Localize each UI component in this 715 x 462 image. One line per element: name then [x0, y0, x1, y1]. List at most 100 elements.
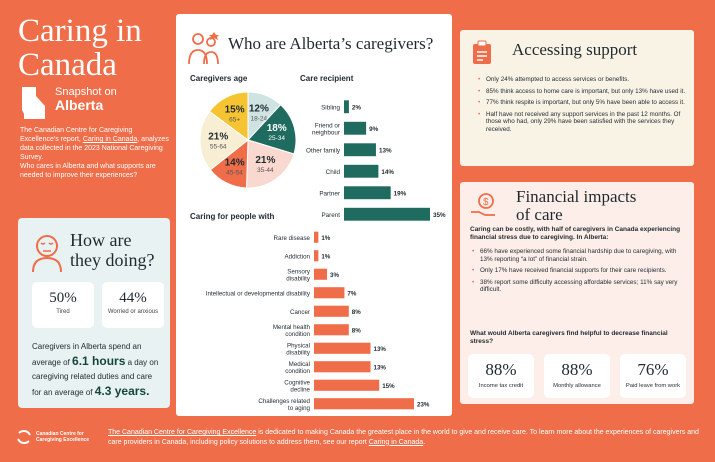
- bar-value-label: 9%: [369, 126, 379, 133]
- bar-category-label: neighbour: [312, 129, 340, 136]
- pie-category-label: 45-54: [226, 170, 243, 177]
- org-link[interactable]: The Canadian Centre for Caregiving Excel…: [108, 429, 257, 436]
- tired-person-icon: [32, 235, 62, 272]
- bar-value-label: 1%: [321, 235, 330, 242]
- financial-intro: Caring can be costly, with half of careg…: [470, 226, 681, 241]
- bar-value-label: 3%: [330, 272, 339, 279]
- bar-Other family: [344, 143, 376, 157]
- bar-Physical disability: [314, 342, 371, 354]
- list-item: 85% think access to home care is importa…: [478, 88, 688, 96]
- pie-category-label: 35-44: [257, 167, 274, 174]
- stat-label: Monthly allowance: [553, 383, 601, 389]
- stat-value: 88%: [485, 360, 517, 379]
- footer-text-1: is dedicated to making Canada the greate…: [108, 429, 699, 446]
- bar-Friend or neighbour: [344, 121, 367, 135]
- stat-value: 50%: [49, 290, 77, 306]
- bar-value-label: 13%: [374, 346, 387, 353]
- bar-Addiction: [314, 250, 319, 262]
- financial-title: Financial impacts of care: [516, 188, 636, 224]
- footer-text-2: .: [423, 438, 426, 446]
- pie-slice-55-64: [199, 110, 249, 171]
- intro-part-2: , analyzes data collected in the 2023 Na…: [20, 136, 169, 161]
- pie-category-label: 55-64: [210, 143, 227, 150]
- province-name: Alberta: [55, 97, 104, 113]
- bar-value-label: 15%: [382, 383, 395, 390]
- bar-category-label: Intellectual or developmental disability: [206, 290, 311, 297]
- pie-value-label: 21%: [255, 155, 275, 166]
- bar-Intellectual or developmental disability: [314, 287, 345, 299]
- pie-value-label: 18%: [267, 123, 287, 134]
- bar-Child: [344, 164, 379, 178]
- list-item: 77% think respite is important, but only…: [478, 99, 688, 107]
- how-summary-text: Caregivers in Alberta spend an average o…: [32, 340, 162, 400]
- stat-value: 76%: [637, 360, 669, 379]
- financial-impacts-panel: $ Financial impacts of care Caring can b…: [460, 182, 694, 404]
- pie-value-label: 12%: [249, 103, 269, 114]
- ccce-logo-icon: [17, 430, 31, 444]
- money-hand-icon: $: [471, 193, 495, 216]
- bar-category-label: Partner: [319, 190, 340, 197]
- bar-category-label: Child: [326, 169, 341, 176]
- list-item: Only 24% attempted to access services or…: [478, 76, 688, 84]
- snapshot-label: Snapshot on Alberta: [55, 86, 117, 112]
- monthly-allowance-stat: 88% Monthly allowance: [544, 354, 610, 398]
- bar-value-label: 1%: [321, 253, 330, 260]
- bar-value-label: 19%: [394, 190, 407, 197]
- who-title: Who are Alberta’s caregivers?: [228, 34, 434, 53]
- intro-text: The Canadian Centre for Caregiving Excel…: [20, 126, 170, 180]
- bar-Medical condition: [314, 361, 371, 373]
- financial-question: What would Alberta caregivers find helpf…: [470, 330, 668, 345]
- list-item: 38% report some difficulty accessing aff…: [472, 279, 686, 294]
- fin-title-line-1: Financial impacts: [516, 187, 637, 206]
- recipient-heading: Care recipient: [300, 74, 354, 83]
- list-item: Half have not received any support servi…: [478, 111, 688, 134]
- pie-value-label: 21%: [208, 131, 228, 142]
- stat-label: Paid leave from work: [625, 383, 681, 389]
- bar-Sensory disability: [314, 268, 328, 280]
- worried-stat: 44% Worried or anxious: [102, 282, 164, 328]
- footer-text: The Canadian Centre for Caregiving Excel…: [108, 428, 706, 447]
- tired-stat: 50% Tired: [32, 282, 94, 328]
- pie-slice-35-44: [245, 139, 295, 189]
- conditions-bar-chart: Rare disease 1%Addiction 1%Sensorydisabili…: [206, 231, 430, 412]
- age-heading: Caregivers age: [190, 74, 248, 83]
- bar-category-label: Parent: [321, 212, 340, 219]
- bar-Sibling: [344, 100, 349, 114]
- bar-Parent: [344, 207, 430, 221]
- svg-text:$: $: [483, 197, 489, 208]
- pie-value-label: 14%: [225, 158, 245, 169]
- bar-category-label: Sibling: [321, 104, 340, 111]
- hours-value: 6.1 hours: [72, 354, 126, 368]
- bar-value-label: 23%: [417, 401, 430, 408]
- how-title-line-2: they doing?: [70, 250, 155, 270]
- tax-credit-stat: 88% Income tax credit: [468, 354, 534, 398]
- bar-category-label: Physical: [287, 342, 310, 349]
- stat-value: 44%: [119, 290, 147, 306]
- footer-report-link[interactable]: Caring in Canada: [368, 438, 424, 446]
- stat-value: 88%: [561, 360, 593, 379]
- bar-value-label: 35%: [433, 212, 446, 219]
- bar-category-label: condition: [285, 331, 310, 338]
- bar-category-label: Medical: [289, 361, 310, 368]
- list-item: 66% have experienced some financial hard…: [472, 248, 686, 263]
- bar-category-label: decline: [290, 386, 310, 393]
- bar-category-label: condition: [285, 368, 310, 375]
- list-item: Only 17% have received financial support…: [472, 267, 686, 275]
- bar-Rare disease: [314, 231, 319, 243]
- bar-Challenges related to aging: [314, 398, 414, 410]
- bar-category-label: Mental health: [273, 324, 311, 331]
- bar-value-label: 8%: [352, 309, 361, 316]
- bar-value-label: 14%: [381, 169, 394, 176]
- caregivers-icon: [188, 32, 219, 65]
- pie-category-label: 18-24: [251, 115, 268, 122]
- bar-value-label: 2%: [352, 104, 362, 111]
- who-are-caregivers-panel: Who are Alberta’s caregivers? Caregivers…: [176, 14, 452, 416]
- accessing-support-panel: Accessing support Only 24% attempted to …: [460, 30, 694, 166]
- pie-category-label: 65+: [229, 116, 240, 123]
- report-link[interactable]: Caring in Canada: [82, 136, 138, 143]
- bar-Cancer: [314, 305, 349, 317]
- bar-category-label: disability: [286, 275, 311, 282]
- how-are-they-doing-panel: How are they doing? 50% Tired 44% Worrie…: [18, 218, 170, 408]
- intro-question: Who cares in Alberta and what supports a…: [20, 163, 156, 179]
